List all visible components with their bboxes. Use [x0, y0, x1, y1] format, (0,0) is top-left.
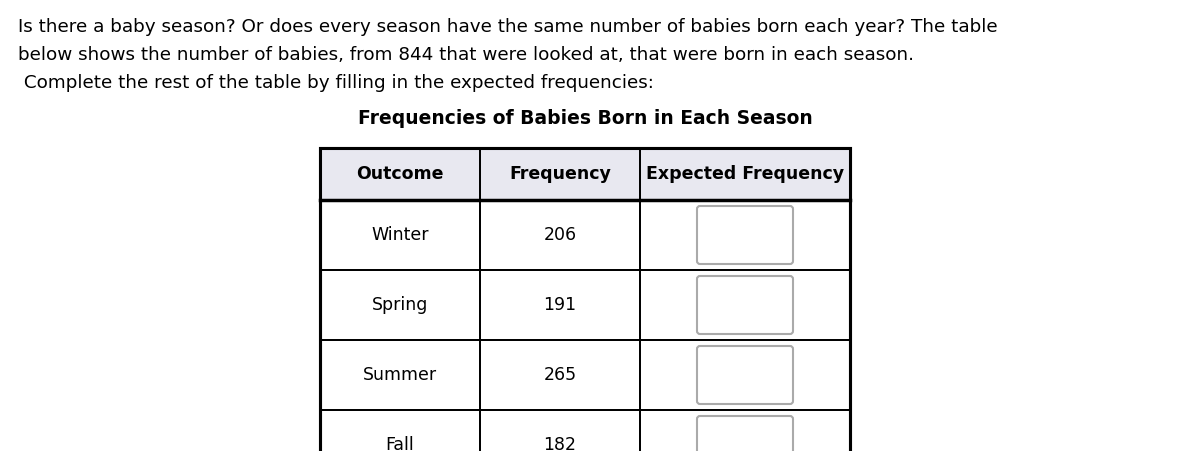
- Bar: [320, 148, 850, 451]
- Text: Outcome: Outcome: [356, 165, 444, 183]
- Bar: [640, 410, 850, 451]
- Text: 265: 265: [544, 366, 576, 384]
- Text: Spring: Spring: [372, 296, 428, 314]
- Text: Summer: Summer: [362, 366, 437, 384]
- Text: Complete the rest of the table by filling in the expected frequencies:: Complete the rest of the table by fillin…: [18, 74, 654, 92]
- Bar: [480, 148, 640, 200]
- Text: 191: 191: [544, 296, 576, 314]
- Text: Fall: Fall: [385, 436, 414, 451]
- Bar: [320, 410, 480, 451]
- Text: Expected Frequency: Expected Frequency: [646, 165, 844, 183]
- Bar: [320, 270, 480, 340]
- Bar: [320, 148, 480, 200]
- FancyBboxPatch shape: [697, 276, 793, 334]
- Text: Is there a baby season? Or does every season have the same number of babies born: Is there a baby season? Or does every se…: [18, 18, 997, 36]
- Bar: [640, 200, 850, 270]
- Text: Winter: Winter: [371, 226, 428, 244]
- Bar: [640, 340, 850, 410]
- Text: Frequency: Frequency: [509, 165, 611, 183]
- Bar: [640, 270, 850, 340]
- Bar: [640, 148, 850, 200]
- FancyBboxPatch shape: [697, 416, 793, 451]
- Bar: [320, 148, 850, 451]
- FancyBboxPatch shape: [697, 346, 793, 404]
- Bar: [320, 148, 850, 200]
- Text: 182: 182: [544, 436, 576, 451]
- Text: 206: 206: [544, 226, 576, 244]
- Text: Frequencies of Babies Born in Each Season: Frequencies of Babies Born in Each Seaso…: [358, 109, 812, 128]
- Text: below shows the number of babies, from 844 that were looked at, that were born i: below shows the number of babies, from 8…: [18, 46, 914, 64]
- Bar: [320, 200, 480, 270]
- Bar: [480, 270, 640, 340]
- Bar: [480, 340, 640, 410]
- Bar: [480, 410, 640, 451]
- Bar: [320, 340, 480, 410]
- FancyBboxPatch shape: [697, 206, 793, 264]
- Bar: [480, 200, 640, 270]
